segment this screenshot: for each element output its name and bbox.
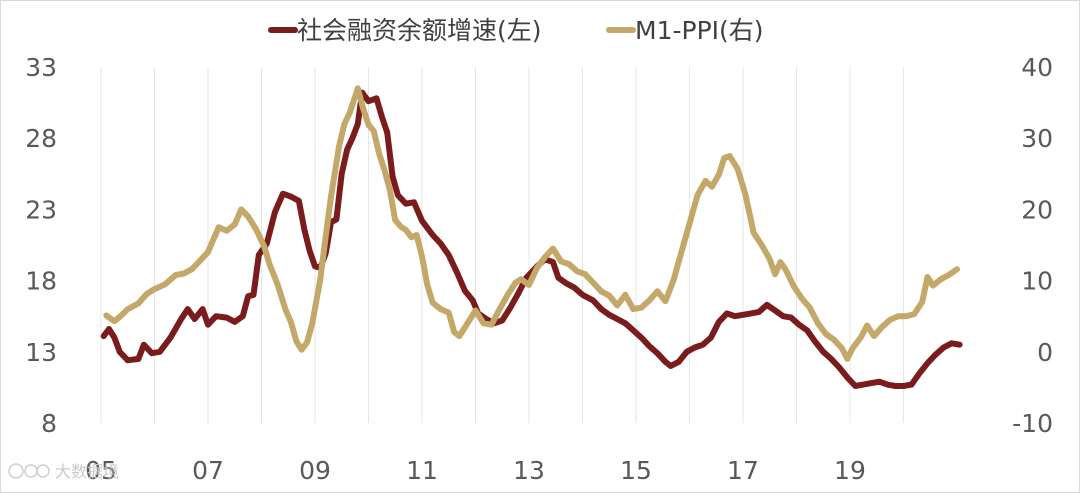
- right-y-axis-ticks: -10 0 10 20 30 40: [1012, 53, 1053, 438]
- left-y-axis-ticks: 8 13 18 23 28 33: [25, 53, 57, 438]
- right-y-tick-label: 30: [1021, 124, 1053, 153]
- x-tick-label: 11: [406, 456, 438, 485]
- x-tick-label: 07: [192, 456, 224, 485]
- x-tick-label: 15: [620, 456, 652, 485]
- series-line-m1-ppi: [103, 85, 960, 362]
- vertical-gridlines: [100, 67, 904, 423]
- series-lines: [100, 85, 963, 389]
- weibo-logo-icon: [8, 463, 50, 479]
- right-y-tick-label: 10: [1021, 267, 1053, 296]
- left-y-tick-label: 28: [25, 124, 57, 153]
- right-y-tick-label: -10: [1012, 409, 1053, 438]
- x-tick-label: 17: [727, 456, 759, 485]
- left-y-tick-label: 18: [25, 267, 57, 296]
- watermark: 大数据境: [8, 462, 119, 481]
- left-y-tick-label: 23: [25, 195, 57, 224]
- series-line-social-financing: [100, 89, 963, 389]
- x-tick-label: 19: [834, 456, 866, 485]
- left-y-tick-label: 33: [25, 53, 57, 82]
- x-tick-label: 09: [299, 456, 331, 485]
- left-y-tick-label: 8: [41, 409, 57, 438]
- left-y-tick-label: 13: [25, 338, 57, 367]
- right-y-tick-label: 20: [1021, 195, 1053, 224]
- legend-label: M1-PPI(右): [635, 16, 764, 45]
- legend-label: 社会融资余额增速(左): [297, 16, 542, 45]
- right-y-tick-label: 0: [1037, 338, 1053, 367]
- right-y-tick-label: 40: [1021, 53, 1053, 82]
- legend: 社会融资余额增速(左) M1-PPI(右): [268, 16, 764, 45]
- watermark-text: 大数据境: [55, 462, 119, 481]
- x-tick-label: 13: [513, 456, 545, 485]
- x-axis-ticks: 05 07 09 11 13 15 17 19: [85, 456, 866, 485]
- x-tick-label: 05: [85, 456, 117, 485]
